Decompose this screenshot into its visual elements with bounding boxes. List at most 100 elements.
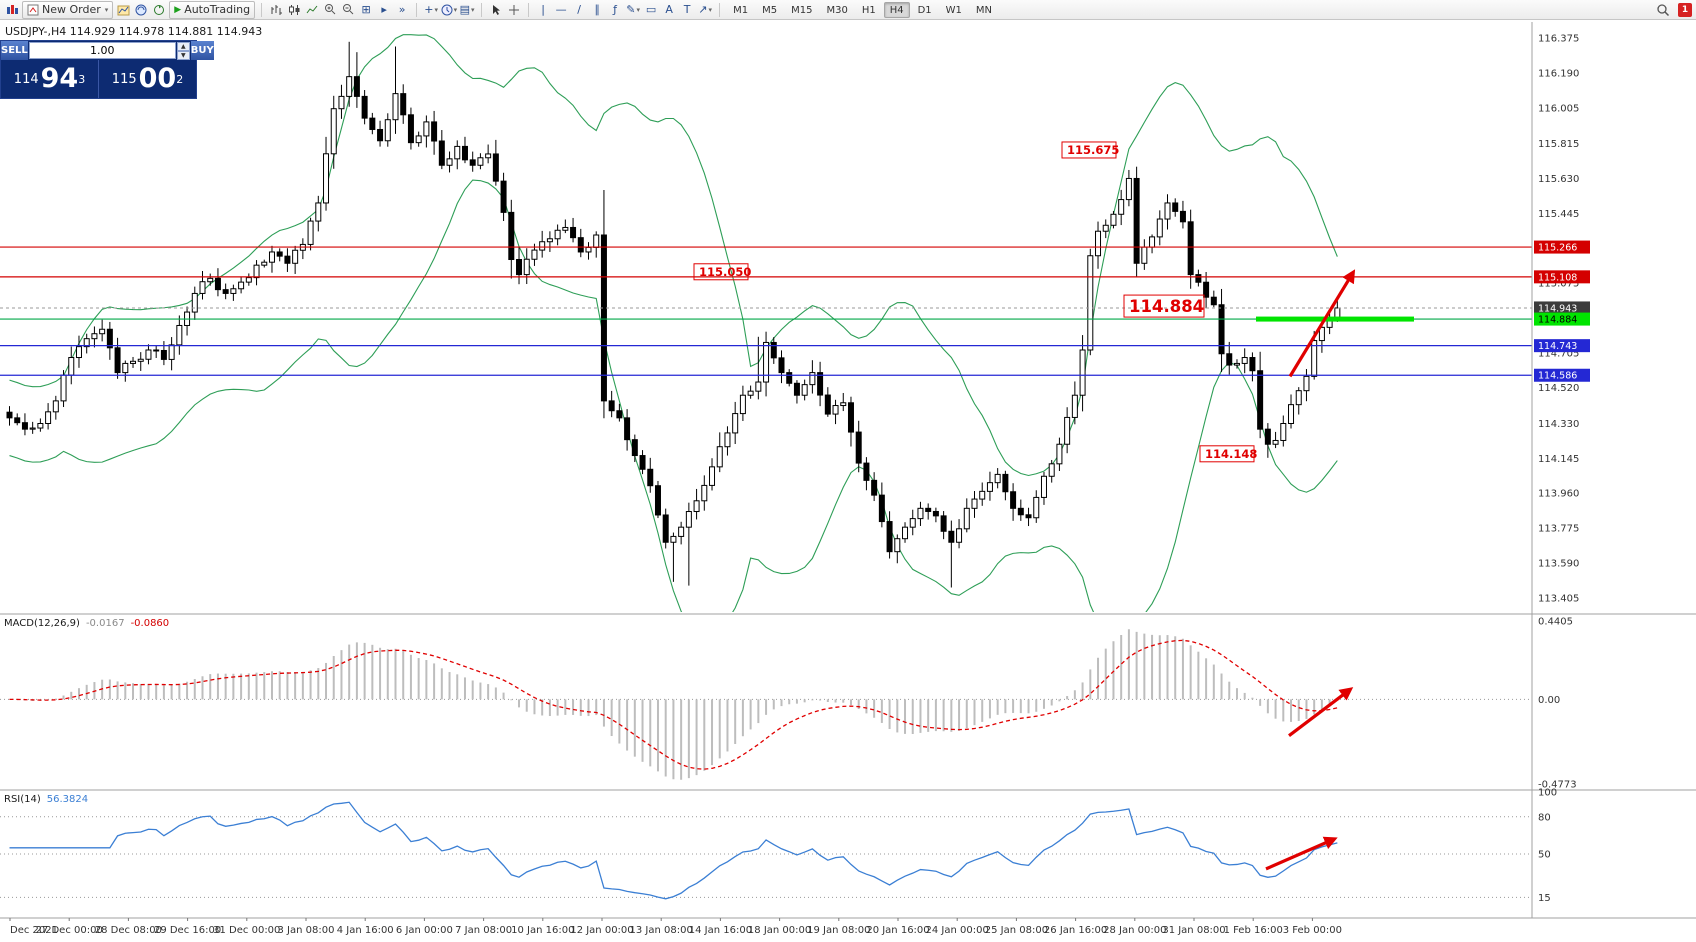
callout-text: 114.884 [1129, 297, 1204, 316]
fibonacci-tool-icon[interactable]: ƒ [613, 3, 618, 16]
price-axis-label: 115.815 [1538, 139, 1579, 150]
app-logo-icon [4, 2, 20, 18]
price-tag-label: 115.266 [1538, 243, 1577, 254]
timeframe-h1[interactable]: H1 [861, 4, 876, 16]
bollinger-lower-band [9, 179, 1338, 612]
autotrading-button[interactable]: ▶ AutoTrading [169, 0, 256, 19]
timeframe-h4[interactable]: H4 [883, 1, 910, 18]
time-axis-label: 14 Jan 16:00 [689, 925, 752, 936]
ask-price[interactable]: 115 00 2 [99, 60, 196, 98]
buy-button[interactable]: BUY [190, 41, 214, 60]
trendline-tool-icon[interactable]: / [577, 3, 581, 16]
tile-windows-icon[interactable]: ⊞ [361, 3, 371, 16]
time-axis-label: 3 Jan 08:00 [278, 925, 335, 936]
time-axis-label: 7 Jan 08:00 [455, 925, 512, 936]
price-tag [1534, 240, 1590, 254]
time-axis-label: 25 Jan 08:00 [985, 925, 1048, 936]
callout-box[interactable] [1199, 445, 1255, 463]
time-axis-label: 28 Dec 08:00 [95, 925, 162, 936]
text-tool-icon[interactable]: A [665, 3, 673, 16]
time-axis-label: 10 Jan 16:00 [511, 925, 574, 936]
price-tag [1534, 339, 1590, 353]
time-axis-label: 6 Jan 00:00 [396, 925, 453, 936]
new-chart-icon[interactable] [115, 2, 131, 18]
notifications-badge[interactable]: 1 [1678, 2, 1692, 17]
rsi-axis-label: 50 [1538, 850, 1551, 861]
rsi-indicator-label: RSI(14) 56.3824 [4, 794, 89, 805]
trend-arrow-price[interactable] [1288, 269, 1356, 378]
cursor-icon[interactable] [488, 2, 504, 18]
templates-icon[interactable]: ▤ ▾ [459, 3, 475, 16]
time-axis-label: 20 Jan 16:00 [866, 925, 929, 936]
price-axis-label: 116.190 [1538, 68, 1579, 79]
price-axis-label: 114.330 [1538, 419, 1579, 430]
search-icon[interactable] [1655, 2, 1671, 18]
volume-input[interactable] [28, 42, 176, 59]
toolbar-separator [528, 2, 530, 17]
trend-arrow-rsi[interactable] [1265, 836, 1338, 871]
refresh-icon[interactable] [151, 2, 167, 18]
crosshair-icon[interactable] [506, 2, 522, 18]
bar-chart-type-icon[interactable] [268, 2, 284, 18]
toolbar-separator [416, 2, 418, 17]
ask-pip-digit: 2 [176, 72, 184, 86]
sell-button[interactable]: SELL [1, 41, 28, 60]
price-axis-label: 115.075 [1538, 279, 1579, 290]
price-callout-annotations[interactable]: 115.675 115.050 114.884 114.148 [693, 141, 1257, 463]
autotrading-play-icon: ▶ [174, 4, 182, 15]
pencil-tool-icon[interactable]: ✎ ▾ [626, 3, 640, 16]
price-axis-label: 116.005 [1538, 103, 1579, 114]
callout-box[interactable] [1061, 141, 1117, 159]
auto-scroll-icon[interactable]: ▸ [381, 3, 387, 16]
horizontal-level-lines[interactable] [0, 246, 1532, 376]
time-axis-label: 19 Jan 08:00 [807, 925, 870, 936]
autotrading-label: AutoTrading [184, 3, 251, 16]
timeframe-mn[interactable]: MN [975, 4, 993, 16]
price-tag-label: 115.108 [1538, 272, 1577, 283]
volume-down-button[interactable]: ▼ [176, 51, 190, 60]
new-order-button[interactable]: New Order ▾ [22, 0, 114, 19]
symbol-ohlc-header: USDJPY-,H4 114.929 114.978 114.881 114.9… [5, 25, 263, 38]
profiles-icon[interactable] [133, 2, 149, 18]
horizontal-line-tool-icon[interactable]: — [555, 3, 567, 16]
timeframe-w1[interactable]: W1 [945, 4, 962, 16]
macd-axis-label: -0.4773 [1538, 779, 1577, 790]
zoom-in-icon[interactable] [322, 2, 338, 18]
shift-chart-icon[interactable]: » [398, 3, 406, 16]
price-panel[interactable] [6, 34, 1341, 640]
rsi-line [9, 801, 1338, 900]
trend-arrows[interactable] [1265, 269, 1356, 871]
timeframe-m1[interactable]: M1 [733, 4, 749, 16]
line-chart-type-icon[interactable] [304, 2, 320, 18]
time-axis-label: 3 Feb 00:00 [1283, 925, 1342, 936]
timeframe-group: M1 M5 M15 M30 H1 H4 D1 W1 MN [726, 1, 999, 18]
zoom-out-icon[interactable] [340, 2, 356, 18]
shapes-tool-icon[interactable]: ▭ [645, 3, 657, 16]
period-selector-icon[interactable]: ▾ [441, 2, 457, 18]
toolbar-separator [719, 2, 721, 17]
timeframe-m30[interactable]: M30 [826, 4, 848, 16]
vertical-line-tool-icon[interactable]: | [541, 3, 545, 16]
trend-arrow-macd[interactable] [1288, 687, 1354, 737]
candlestick-chart-type-icon[interactable] [286, 2, 302, 18]
callout-box[interactable] [693, 263, 749, 281]
arrows-tool-icon[interactable]: ↗ ▾ [698, 3, 712, 16]
price-tag [1534, 312, 1590, 326]
volume-up-button[interactable]: ▲ [176, 42, 190, 51]
timeframe-d1[interactable]: D1 [917, 4, 932, 16]
price-axis-label: 116.375 [1538, 34, 1579, 45]
price-axis-label: 114.705 [1538, 348, 1579, 359]
bid-price[interactable]: 114 94 3 [1, 60, 99, 98]
price-axis-label: 114.145 [1538, 454, 1579, 465]
highlighted-level-segment[interactable] [1256, 316, 1414, 322]
callout-box[interactable] [1123, 294, 1205, 318]
text-label-tool-icon[interactable]: T [683, 3, 691, 16]
callout-text: 115.050 [699, 265, 751, 279]
timeframe-m15[interactable]: M15 [791, 4, 813, 16]
add-indicator-icon[interactable]: + ▾ [424, 3, 438, 16]
bid-big-digits: 94 [40, 63, 79, 94]
channel-tool-icon[interactable]: ∥ [594, 3, 600, 16]
timeframe-m5[interactable]: M5 [762, 4, 778, 16]
